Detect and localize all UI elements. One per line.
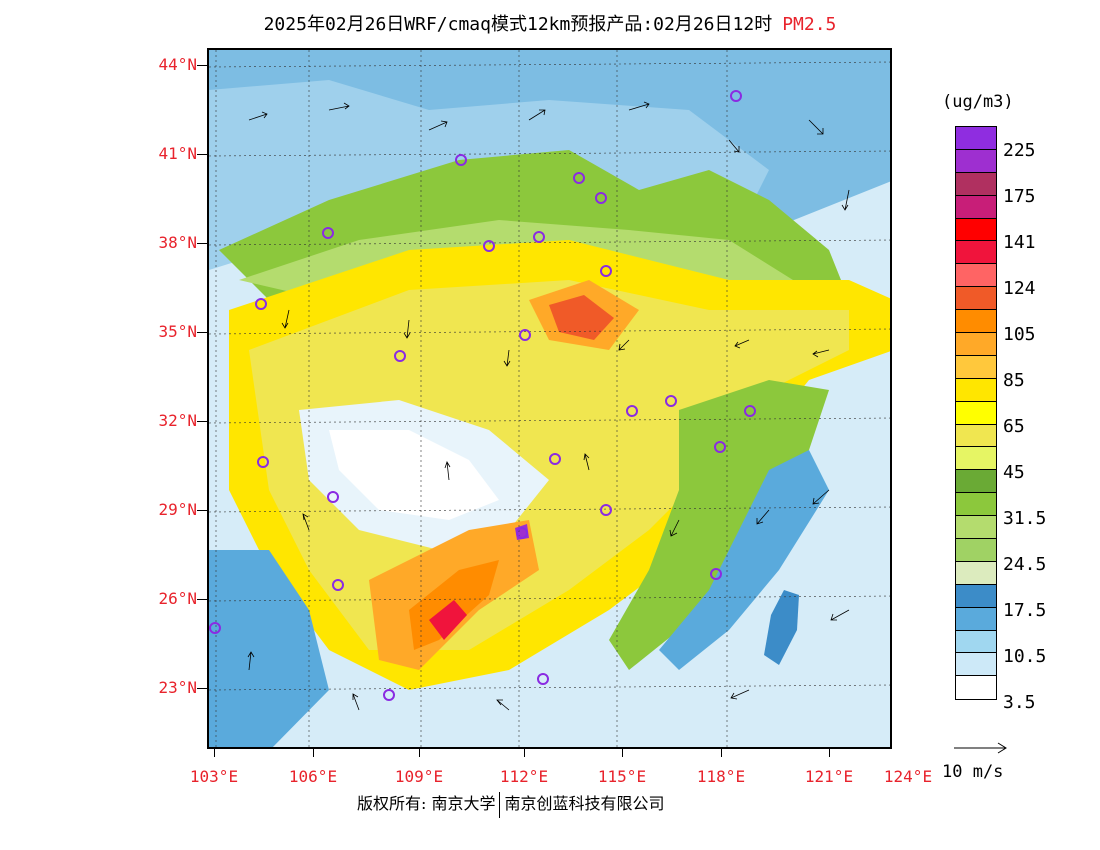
legend-swatch	[956, 447, 996, 471]
legend-label-124: 124	[1003, 278, 1036, 299]
company-text: 南京创蓝科技有限公司	[504, 794, 665, 813]
map-canvas	[209, 50, 890, 747]
lon-tick	[622, 749, 623, 757]
lon-tick	[524, 749, 525, 757]
lat-label-44n: 44°N	[158, 55, 197, 74]
lat-label-35n: 35°N	[158, 322, 197, 341]
legend-label-225: 225	[1003, 140, 1036, 161]
wind-reference-label: 10 m/s	[942, 762, 1004, 782]
legend-swatch	[956, 470, 996, 494]
lat-label-38n: 38°N	[158, 233, 197, 252]
legend-label-3-5: 3.5	[1003, 692, 1036, 713]
legend-swatch	[956, 287, 996, 311]
title-main: 2025年02月26日WRF/cmaq模式12km预报产品:02月26日12时	[263, 14, 773, 35]
lat-tick	[197, 332, 207, 333]
lon-label-112e: 112°E	[499, 767, 549, 786]
lat-tick	[197, 243, 207, 244]
legend-swatch	[956, 539, 996, 562]
color-scale-bar	[955, 126, 997, 701]
legend-label-85: 85	[1003, 370, 1025, 391]
legend-swatch	[956, 195, 996, 219]
lat-tick	[197, 154, 207, 155]
lon-tick	[419, 749, 420, 757]
legend-label-175: 175	[1003, 186, 1036, 207]
copyright-text: 版权所有: 南京大学	[357, 794, 496, 813]
lat-tick	[197, 599, 207, 600]
legend-swatch	[956, 401, 996, 425]
copyright-footer: 版权所有: 南京大学 南京创蓝科技有限公司	[357, 790, 665, 818]
legend-swatch	[956, 241, 996, 265]
lon-tick	[721, 749, 722, 757]
lon-tick	[829, 749, 830, 757]
lon-label-115e: 115°E	[597, 767, 647, 786]
map-title: 2025年02月26日WRF/cmaq模式12km预报产品:02月26日12时 P…	[0, 10, 1100, 36]
lat-label-41n: 41°N	[158, 144, 197, 163]
lon-label-118e: 118°E	[696, 767, 746, 786]
lon-label-103e: 103°E	[189, 767, 239, 786]
legend-label-24-5: 24.5	[1003, 554, 1047, 575]
legend-swatch	[956, 561, 996, 585]
lat-tick	[197, 421, 207, 422]
wind-reference-arrow-icon	[954, 742, 1007, 754]
lat-tick	[197, 65, 207, 66]
lon-label-121e: 121°E	[804, 767, 854, 786]
legend-label-141: 141	[1003, 232, 1036, 253]
lat-label-29n: 29°N	[158, 500, 197, 519]
lat-label-26n: 26°N	[158, 589, 197, 608]
legend-swatch	[956, 218, 996, 242]
legend-swatch	[956, 333, 996, 356]
legend-swatch	[956, 630, 996, 654]
legend-label-45: 45	[1003, 462, 1025, 483]
legend-swatch	[956, 607, 996, 631]
legend-swatch	[956, 584, 996, 608]
legend-label-10-5: 10.5	[1003, 646, 1047, 667]
lon-tick	[313, 749, 314, 757]
legend-swatch	[956, 127, 996, 150]
lon-label-106e: 106°E	[288, 767, 338, 786]
legend-label-17-5: 17.5	[1003, 600, 1047, 621]
legend-swatch	[956, 310, 996, 334]
lon-tick	[214, 749, 215, 757]
title-variable: PM2.5	[782, 14, 837, 35]
lat-label-23n: 23°N	[158, 678, 197, 697]
lon-label-109e: 109°E	[394, 767, 444, 786]
footer-divider	[499, 791, 501, 818]
legend-swatch	[956, 676, 996, 700]
legend-swatch	[956, 653, 996, 677]
legend-swatch	[956, 172, 996, 196]
legend-swatch	[956, 493, 996, 517]
lat-label-32n: 32°N	[158, 411, 197, 430]
legend-swatch	[956, 149, 996, 173]
legend-swatch	[956, 424, 996, 448]
legend-swatch	[956, 516, 996, 540]
forecast-map	[207, 48, 892, 749]
legend-swatch	[956, 355, 996, 379]
lat-tick	[197, 510, 207, 511]
legend-label-105: 105	[1003, 324, 1036, 345]
lon-label-124e: 124°E	[883, 767, 933, 786]
legend-swatch	[956, 378, 996, 402]
legend-label-65: 65	[1003, 416, 1025, 437]
legend-label-31-5: 31.5	[1003, 508, 1047, 529]
legend-swatch	[956, 264, 996, 288]
lat-tick	[197, 688, 207, 689]
legend-unit: (ug/m3)	[942, 92, 1014, 112]
